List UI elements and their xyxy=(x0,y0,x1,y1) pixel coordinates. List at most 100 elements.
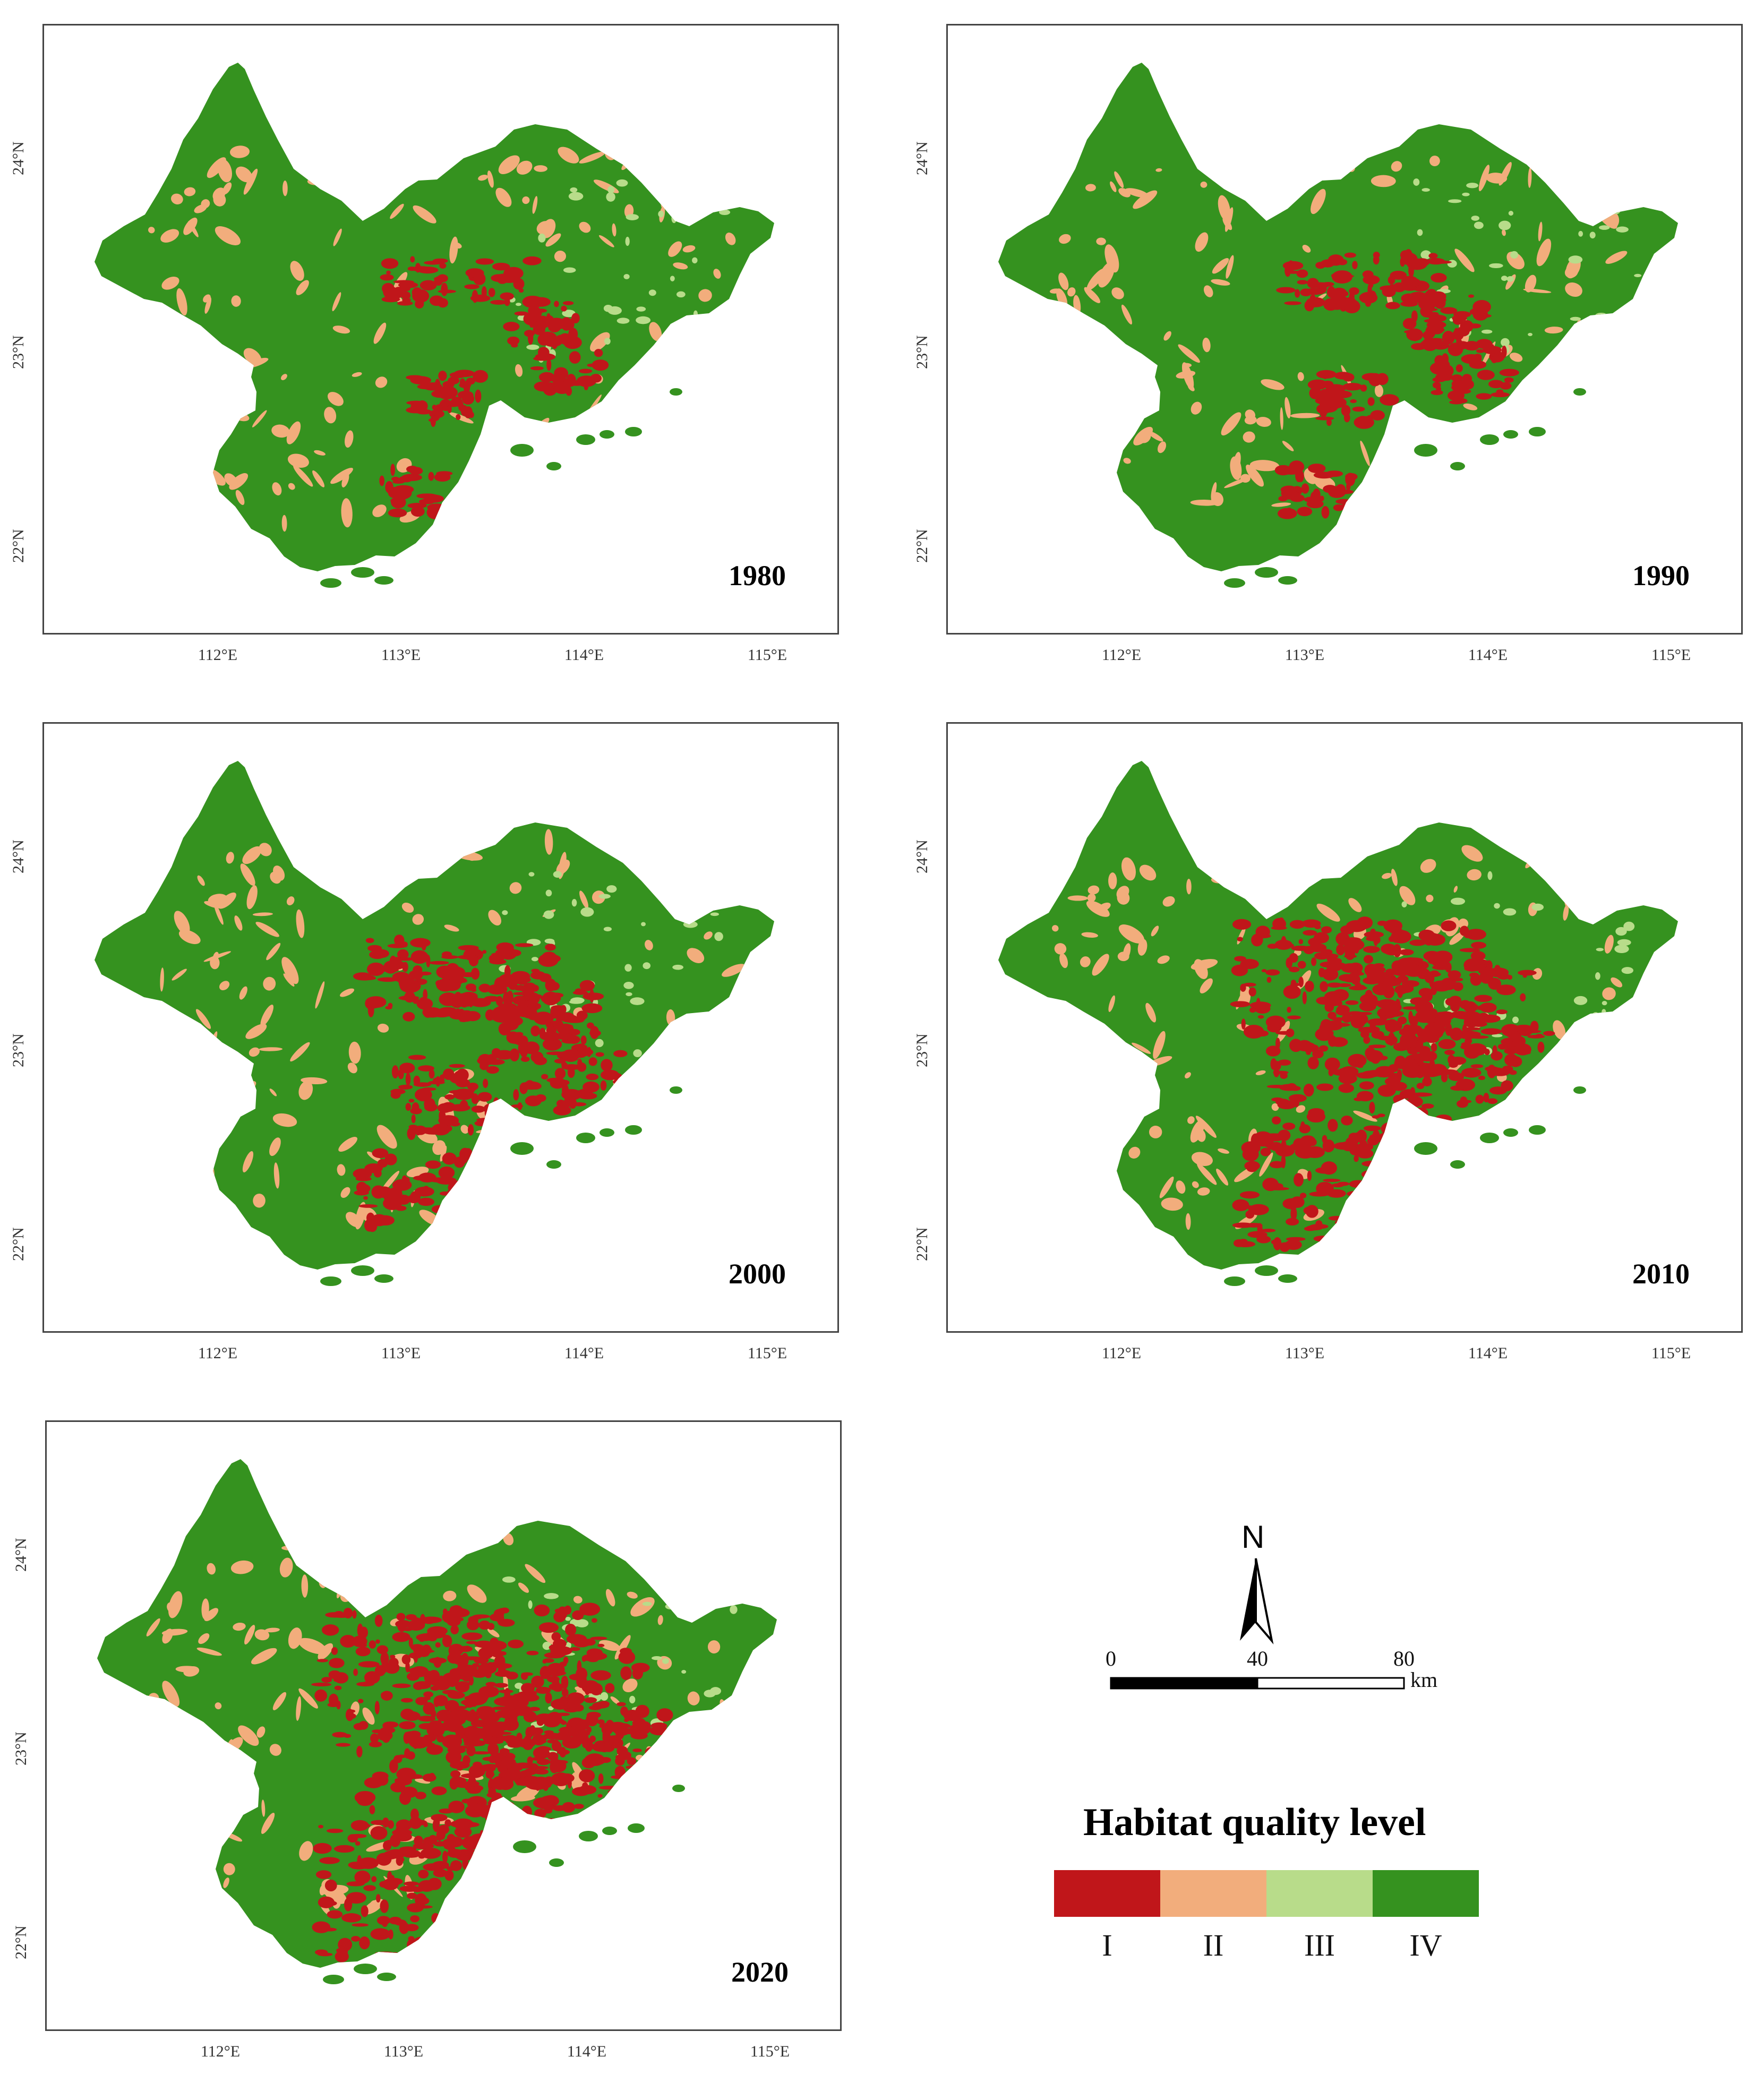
habitat-class-ii-patch xyxy=(161,277,179,290)
habitat-class-i-patch xyxy=(1487,1098,1498,1104)
habitat-class-ii-patch xyxy=(649,501,658,510)
legend-swatch-i xyxy=(1054,1870,1160,1917)
habitat-class-ii-patch xyxy=(1540,460,1555,478)
habitat-class-i-patch xyxy=(533,356,552,361)
habitat-class-i-patch xyxy=(461,1836,481,1850)
habitat-class-ii-patch xyxy=(682,245,696,253)
habitat-class-i-patch xyxy=(566,374,576,387)
habitat-class-i-patch xyxy=(434,277,446,280)
habitat-class-ii-patch xyxy=(702,1566,710,1575)
habitat-class-i-patch xyxy=(556,1749,570,1755)
habitat-class-ii-patch xyxy=(489,492,498,501)
habitat-class-i-patch xyxy=(567,1820,584,1829)
habitat-class-ii-patch xyxy=(1140,431,1151,443)
habitat-class-i-patch xyxy=(459,996,470,1008)
habitat-class-i-patch xyxy=(427,1081,445,1085)
habitat-class-ii-patch xyxy=(224,473,238,487)
habitat-class-i-patch xyxy=(399,1846,417,1852)
habitat-class-ii-patch xyxy=(541,1835,555,1854)
habitat-class-i-patch xyxy=(453,1208,460,1212)
habitat-class-i-patch xyxy=(1330,962,1346,967)
habitat-class-ii-patch xyxy=(704,931,713,940)
habitat-class-ii-patch xyxy=(1100,1158,1112,1178)
island xyxy=(1414,1142,1437,1155)
habitat-class-i-patch xyxy=(1355,982,1361,989)
habitat-class-i-patch xyxy=(434,473,451,482)
habitat-class-ii-patch xyxy=(444,1539,456,1546)
habitat-class-i-patch xyxy=(1468,1117,1479,1121)
habitat-class-ii-patch xyxy=(1562,1044,1576,1061)
habitat-class-ii-patch xyxy=(238,1725,259,1746)
habitat-class-iii-patch xyxy=(1614,945,1629,954)
habitat-class-i-patch xyxy=(401,1952,419,1958)
habitat-class-ii-patch xyxy=(1474,473,1492,484)
habitat-class-i-patch xyxy=(610,1101,631,1108)
habitat-class-ii-patch xyxy=(1094,414,1113,430)
habitat-class-iii-patch xyxy=(692,257,698,264)
habitat-class-i-patch xyxy=(1505,1027,1518,1039)
island xyxy=(549,1858,564,1867)
habitat-class-i-patch xyxy=(1348,1053,1367,1068)
habitat-class-i-patch xyxy=(486,1066,499,1074)
habitat-class-iii-patch xyxy=(690,1570,698,1578)
habitat-class-i-patch xyxy=(1394,1110,1414,1115)
habitat-class-i-patch xyxy=(1427,258,1445,265)
habitat-class-ii-patch xyxy=(195,439,203,463)
habitat-class-iii-patch xyxy=(553,871,562,878)
habitat-class-i-patch xyxy=(431,1205,447,1214)
habitat-class-i-patch xyxy=(508,1639,524,1649)
habitat-class-ii-patch xyxy=(301,1574,309,1598)
habitat-class-ii-patch xyxy=(718,1724,729,1732)
habitat-class-i-patch xyxy=(553,1024,573,1029)
y-tick-label: 24°N xyxy=(913,839,931,873)
habitat-class-ii-patch xyxy=(1259,185,1269,194)
habitat-class-i-patch xyxy=(586,1073,599,1081)
habitat-class-i-patch xyxy=(592,359,609,371)
habitat-class-ii-patch xyxy=(176,288,187,316)
habitat-class-ii-patch xyxy=(1240,474,1251,483)
habitat-class-i-patch xyxy=(439,1223,453,1231)
habitat-class-ii-patch xyxy=(283,973,295,987)
habitat-class-i-patch xyxy=(435,1642,441,1648)
island xyxy=(576,1133,595,1143)
habitat-class-ii-patch xyxy=(1092,954,1109,976)
habitat-class-i-patch xyxy=(1361,1170,1380,1179)
island xyxy=(1278,576,1297,585)
habitat-class-i-patch xyxy=(1391,1134,1399,1145)
habitat-class-i-patch xyxy=(1423,331,1431,340)
habitat-class-i-patch xyxy=(1479,1014,1501,1023)
map-panel-1990: 1990 112°E 113°E 114°E 115°E 24°N 23°N 22°N xyxy=(913,24,1743,664)
habitat-map-2010 xyxy=(998,761,1678,1286)
habitat-class-ii-patch xyxy=(1185,1072,1191,1079)
habitat-class-ii-patch xyxy=(1568,892,1590,904)
habitat-class-i-patch xyxy=(475,258,494,265)
habitat-class-i-patch xyxy=(510,1819,520,1830)
habitat-class-ii-patch xyxy=(1192,1181,1199,1188)
habitat-class-i-patch xyxy=(602,1733,611,1743)
habitat-class-iii-patch xyxy=(526,344,540,350)
habitat-class-i-patch xyxy=(1509,1070,1517,1075)
habitat-class-ii-patch xyxy=(1254,852,1261,863)
habitat-class-iii-patch xyxy=(569,1000,583,1004)
habitat-class-ii-patch xyxy=(273,1162,280,1189)
habitat-class-ii-patch xyxy=(1098,902,1111,912)
habitat-class-ii-patch xyxy=(1463,403,1478,410)
habitat-class-ii-patch xyxy=(371,879,385,887)
habitat-class-i-patch xyxy=(586,1652,607,1660)
habitat-class-i-patch xyxy=(491,1929,496,1935)
habitat-class-i-patch xyxy=(369,1805,375,1814)
habitat-class-i-patch xyxy=(534,1769,549,1775)
habitat-class-ii-patch xyxy=(1569,1125,1590,1147)
habitat-class-i-patch xyxy=(1408,295,1416,303)
habitat-class-i-patch xyxy=(388,508,407,518)
y-tick-label: 24°N xyxy=(913,141,931,175)
habitat-class-i-patch xyxy=(554,1068,566,1079)
habitat-class-i-patch xyxy=(1499,368,1519,376)
habitat-class-ii-patch xyxy=(1125,188,1149,198)
x-tick-label: 115°E xyxy=(1651,1344,1691,1362)
habitat-class-ii-patch xyxy=(298,1638,327,1655)
habitat-class-i-patch xyxy=(532,1734,546,1745)
habitat-class-ii-patch xyxy=(1555,361,1561,384)
habitat-class-ii-patch xyxy=(717,1788,729,1797)
habitat-class-i-patch xyxy=(494,1655,506,1668)
